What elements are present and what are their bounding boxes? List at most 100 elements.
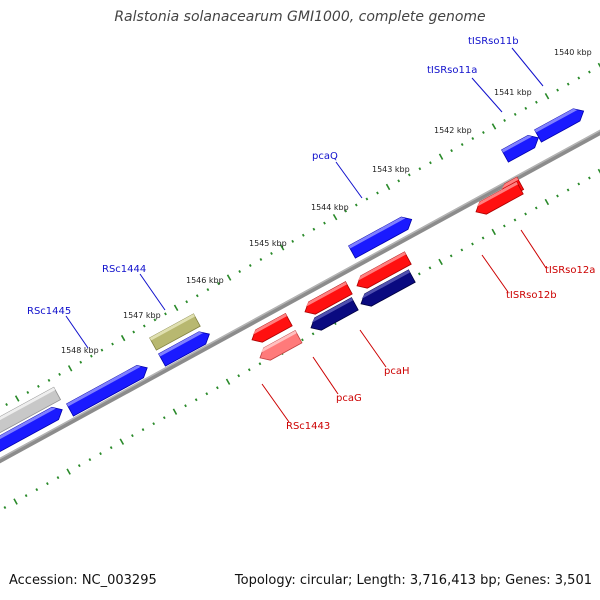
- outer-tick: [90, 354, 93, 358]
- outer-tick: [544, 93, 550, 100]
- inner-tick: [503, 224, 506, 228]
- gene-forward-blue-edge[interactable]: [0, 403, 66, 455]
- outer-tick: [460, 143, 464, 147]
- outer-tick: [556, 88, 559, 92]
- outer-tick: [26, 390, 30, 394]
- outer-tick: [312, 227, 316, 231]
- inner-tick: [216, 386, 219, 390]
- inner-tick: [66, 468, 71, 475]
- inner-tick: [24, 494, 28, 498]
- inner-tick: [109, 446, 113, 450]
- kbp-label-1542: 1542 kbp: [434, 126, 472, 135]
- outer-tick: [173, 304, 179, 311]
- kbp-label-1543: 1543 kbp: [372, 165, 410, 174]
- inner-tick: [141, 428, 145, 432]
- topology-text: Topology: circular; Length: 3,716,413 bp…: [234, 573, 592, 588]
- gene-pcaq[interactable]: [348, 213, 415, 259]
- gene-forward-blue-large[interactable]: [66, 362, 151, 417]
- kbp-labels: 1540 kbp 1541 kbp 1542 kbp 1543 kbp 1544…: [61, 48, 592, 355]
- gene-tisrso12b[interactable]: [473, 181, 524, 218]
- inner-tick: [481, 236, 485, 240]
- label-rsc1444[interactable]: RSc1444: [102, 264, 146, 275]
- inner-tick: [418, 272, 421, 276]
- label-rsc1443[interactable]: RSc1443: [286, 421, 330, 432]
- outer-tick: [248, 264, 252, 267]
- outer-tick: [418, 167, 422, 171]
- outer-tick: [153, 318, 157, 322]
- outer-tick: [450, 149, 453, 153]
- gene-pcag-red[interactable]: [302, 281, 353, 318]
- inner-tick: [588, 176, 591, 180]
- inner-tick: [428, 266, 432, 270]
- inner-tick: [119, 438, 125, 445]
- outer-tick: [100, 348, 104, 352]
- outer-tick: [185, 300, 189, 304]
- outer-tick: [535, 100, 538, 104]
- gene-tisrso11a[interactable]: [501, 132, 542, 163]
- inner-tick: [513, 218, 517, 222]
- kbp-label-1541: 1541 kbp: [494, 88, 532, 97]
- outer-tick: [120, 334, 126, 342]
- outer-tick: [142, 324, 146, 328]
- outer-tick: [344, 209, 348, 213]
- outer-tick: [503, 118, 506, 122]
- outer-tick: [259, 257, 263, 261]
- inner-tick: [301, 338, 304, 342]
- inner-tick: [205, 392, 209, 396]
- gene-rsc1445[interactable]: [158, 328, 213, 367]
- inner-tick: [237, 374, 241, 378]
- inner-tick: [184, 404, 187, 408]
- outer-tick: [577, 76, 581, 80]
- label-tisrso12b[interactable]: tISRso12b: [506, 290, 557, 301]
- inner-tick: [56, 476, 60, 480]
- gene-pcah-red[interactable]: [354, 251, 412, 292]
- label-pcag[interactable]: pcaG: [336, 393, 362, 404]
- inner-tick: [534, 206, 538, 210]
- outer-tick: [354, 203, 358, 207]
- outer-tick: [67, 365, 73, 372]
- outer-tick: [111, 342, 114, 346]
- gene-grey[interactable]: [0, 386, 62, 435]
- kbp-label-1540: 1540 kbp: [554, 48, 592, 57]
- inner-tick: [13, 498, 18, 505]
- kbp-label-1546: 1546 kbp: [186, 276, 224, 285]
- outer-tick: [238, 270, 242, 274]
- outer-tick: [385, 183, 391, 191]
- inner-tick: [460, 248, 464, 252]
- inner-tick: [577, 182, 581, 186]
- outer-tick: [332, 213, 338, 221]
- gene-pcag-dark[interactable]: [308, 297, 359, 334]
- inner-tick: [99, 452, 102, 456]
- outer-tick: [323, 221, 326, 225]
- leader-lines: [65, 47, 547, 423]
- inner-tick: [438, 258, 443, 266]
- label-tisrso11a[interactable]: tISRso11a: [427, 65, 477, 76]
- label-tisrso11b[interactable]: tISRso11b: [468, 36, 519, 47]
- gene-labels: tISRso11b tISRso11a pcaQ RSc1444 RSc1445…: [27, 36, 595, 432]
- gene-pcah-dark[interactable]: [358, 269, 416, 310]
- inner-tick: [247, 368, 251, 372]
- gene-rsc1444[interactable]: [149, 313, 201, 351]
- inner-tick: [524, 212, 527, 216]
- genome-backbone-highlight: [0, 129, 600, 460]
- inner-tick: [35, 488, 39, 492]
- inner-tick: [556, 194, 559, 198]
- outer-tick: [164, 312, 167, 316]
- gene-rsc1443-pink[interactable]: [257, 330, 303, 364]
- gene-tisrso11b[interactable]: [534, 105, 587, 143]
- outer-tick: [58, 372, 61, 376]
- label-tisrso12a[interactable]: tISRso12a: [545, 265, 595, 276]
- label-pcah[interactable]: pcaH: [384, 366, 410, 377]
- outer-tick: [291, 239, 295, 243]
- label-pcaq[interactable]: pcaQ: [312, 151, 338, 162]
- outer-tick: [195, 294, 199, 298]
- gene-rsc1443-red[interactable]: [249, 313, 293, 346]
- outer-tick: [524, 106, 528, 110]
- label-rsc1445[interactable]: RSc1445: [27, 306, 71, 317]
- inner-tick: [597, 168, 600, 174]
- map-title: Ralstonia solanacearum GMI1000, complete…: [114, 9, 486, 25]
- outer-tick: [217, 282, 220, 286]
- inner-tick: [258, 362, 262, 366]
- outer-tick: [79, 360, 83, 364]
